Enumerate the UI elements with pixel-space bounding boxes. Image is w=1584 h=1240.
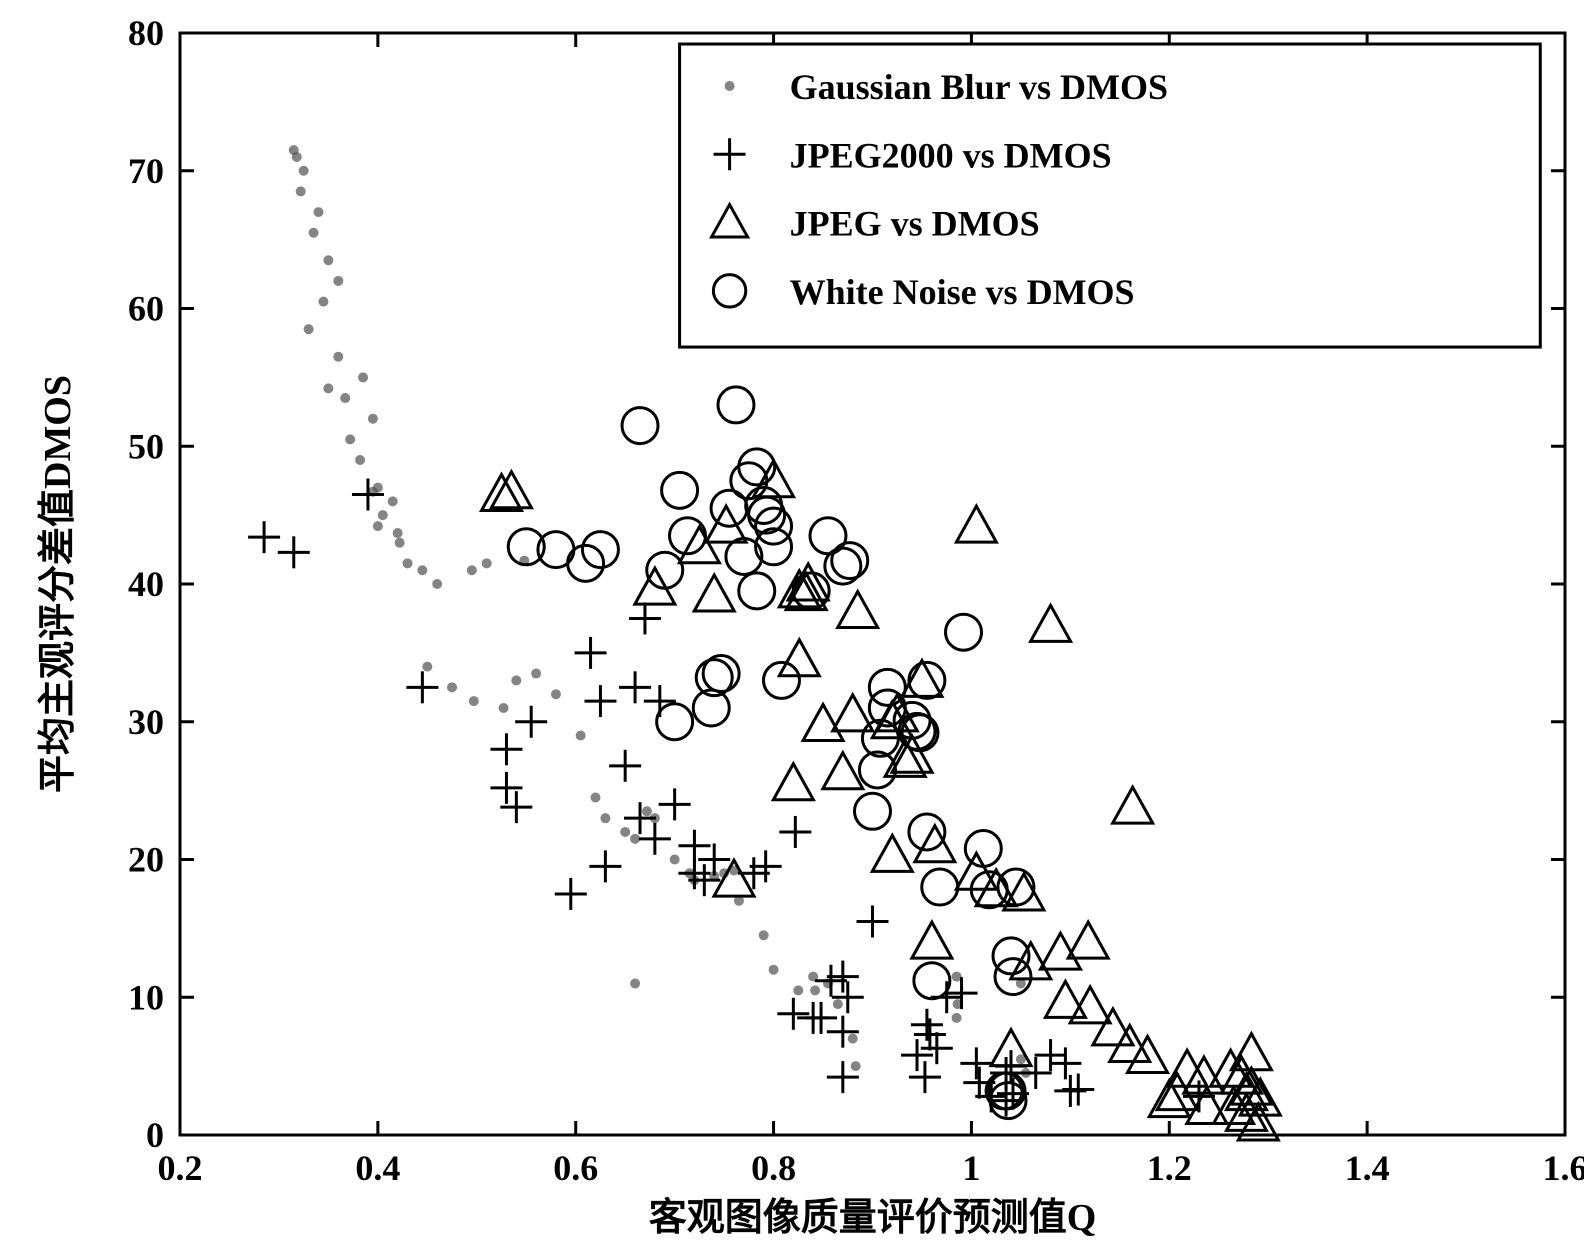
ytick-label: 60 xyxy=(128,289,164,329)
ytick-label: 50 xyxy=(128,426,164,466)
ytick-label: 0 xyxy=(146,1115,164,1155)
xtick-label: 0.4 xyxy=(355,1148,400,1188)
xtick-label: 1.4 xyxy=(1345,1148,1390,1188)
ytick-label: 10 xyxy=(128,977,164,1017)
legend-label: Gaussian Blur vs DMOS xyxy=(790,67,1168,107)
xtick-label: 1.6 xyxy=(1543,1148,1584,1188)
xtick-label: 0.8 xyxy=(751,1148,796,1188)
legend-label: JPEG vs DMOS xyxy=(790,204,1040,244)
ytick-label: 80 xyxy=(128,13,164,53)
legend-label: JPEG2000 vs DMOS xyxy=(790,135,1112,175)
xtick-label: 1 xyxy=(962,1148,980,1188)
ytick-label: 20 xyxy=(128,840,164,880)
xtick-label: 0.6 xyxy=(553,1148,598,1188)
ytick-label: 70 xyxy=(128,151,164,191)
ytick-label: 30 xyxy=(128,702,164,742)
xtick-label: 1.2 xyxy=(1147,1148,1192,1188)
scatter-chart: 0.2 0.4 0.6 0.8 1 1.2 1.4 1.6 0 10 20 30 40 50 60 70 80 客… xyxy=(0,0,1584,1240)
xtick-label: 0.2 xyxy=(158,1148,203,1188)
ylabel: 平均主观评分差值DMOS xyxy=(37,375,79,793)
legend-label: White Noise vs DMOS xyxy=(790,272,1135,312)
ytick-label: 40 xyxy=(128,564,164,604)
xlabel: 客观图像质量评价预测值Q xyxy=(649,1196,1097,1239)
